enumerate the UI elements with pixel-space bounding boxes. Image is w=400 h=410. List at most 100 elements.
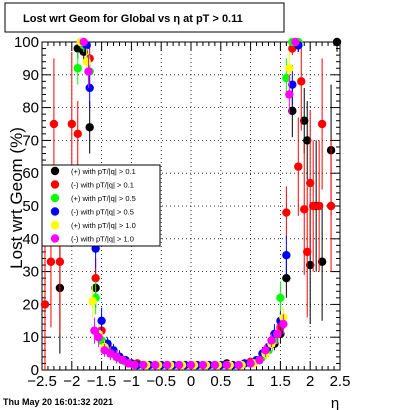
legend-label: (-) with pT/|q| > 0.5 xyxy=(71,208,134,217)
legend-marker xyxy=(50,166,60,176)
y-tick-label: 100 xyxy=(14,34,39,51)
x-tick-label: 1 xyxy=(246,373,254,390)
x-tick-label: 2.5 xyxy=(330,373,351,390)
data-point xyxy=(73,129,82,139)
data-point xyxy=(300,205,309,214)
data-point xyxy=(267,336,276,345)
data-point xyxy=(73,64,82,73)
data-point xyxy=(91,273,100,283)
data-point xyxy=(210,360,220,370)
legend-marker xyxy=(50,193,60,203)
data-point xyxy=(151,360,160,370)
timestamp: Thu May 20 16:01:32 2021 xyxy=(3,397,113,407)
data-point xyxy=(67,119,77,129)
y-tick-label: 60 xyxy=(22,165,39,182)
data-point xyxy=(46,257,56,266)
y-tick-label: 40 xyxy=(22,231,39,248)
chart-title: Lost wrt Geom for Global vs η at pT > 0.… xyxy=(23,13,243,25)
data-point xyxy=(282,273,291,283)
x-tick-label: −1.5 xyxy=(87,373,117,390)
data-point xyxy=(85,123,94,132)
data-point xyxy=(55,257,65,266)
data-point xyxy=(306,178,315,188)
data-point xyxy=(88,296,97,306)
data-point xyxy=(49,119,59,129)
legend-label: (-) with pT/|q| > 0.1 xyxy=(71,181,134,190)
y-tick-label: 20 xyxy=(22,296,39,313)
data-point xyxy=(332,37,342,47)
legend-box xyxy=(41,164,161,247)
data-point xyxy=(79,37,88,47)
y-tick-label: 10 xyxy=(22,329,39,346)
legend-marker xyxy=(50,207,60,216)
x-axis-title: η xyxy=(331,395,339,410)
y-tick-label: 30 xyxy=(22,264,39,281)
data-point xyxy=(288,106,297,116)
data-point xyxy=(198,360,208,370)
x-tick-label: 0 xyxy=(187,373,195,390)
data-point xyxy=(294,162,303,171)
data-point xyxy=(90,326,99,335)
data-point xyxy=(326,201,336,211)
data-point xyxy=(261,346,270,355)
data-point xyxy=(186,360,196,370)
data-point xyxy=(130,360,139,370)
data-point xyxy=(282,208,291,217)
data-point xyxy=(91,244,100,253)
data-point xyxy=(162,360,172,370)
data-point xyxy=(234,360,243,370)
x-tick-labels: −2.5 −2 −1.5 −1 −0.5 0 0.5 1 1.5 2 2.5 xyxy=(27,373,350,390)
data-point xyxy=(255,355,264,365)
data-point xyxy=(282,73,291,83)
data-point xyxy=(222,360,231,370)
data-point xyxy=(285,64,294,73)
data-point xyxy=(40,300,50,309)
legend-label: (+) with pT/|q| > 1.0 xyxy=(71,221,136,230)
data-point xyxy=(273,329,282,339)
legend: (+) with pT/|q| > 0.1 (-) with pT/|q| > 0… xyxy=(41,164,161,247)
title-box xyxy=(4,2,285,33)
legend-marker xyxy=(50,180,60,189)
data-point xyxy=(306,260,315,270)
data-point xyxy=(297,77,306,86)
x-tick-label: −0.5 xyxy=(146,373,176,390)
data-series xyxy=(40,37,342,370)
data-point xyxy=(139,360,148,370)
data-point xyxy=(84,67,93,76)
data-point xyxy=(308,201,318,211)
y-tick-label: 90 xyxy=(22,67,39,84)
y-tick-labels: 0 10 20 30 40 50 60 70 80 90 100 xyxy=(14,34,39,379)
data-point xyxy=(300,116,309,125)
y-axis-title: Lost wrt Geom (%) xyxy=(7,127,26,269)
x-tick-label: 1.5 xyxy=(270,373,291,390)
data-point xyxy=(97,316,106,325)
data-point xyxy=(288,80,297,89)
x-tick-label: −2 xyxy=(63,373,80,390)
legend-label: (+) with pT/|q| > 0.5 xyxy=(71,194,136,203)
data-point xyxy=(285,90,294,99)
y-tick-label: 70 xyxy=(22,132,39,149)
data-point xyxy=(174,360,184,370)
data-point xyxy=(279,319,288,329)
series-6 xyxy=(79,37,300,370)
data-point xyxy=(94,333,103,342)
legend-label: (+) with pT/|q| > 0.1 xyxy=(71,167,136,176)
data-point xyxy=(276,293,285,303)
data-point xyxy=(291,37,300,47)
data-point xyxy=(82,57,91,66)
x-tick-label: 0.5 xyxy=(210,373,231,390)
legend-label: (-) with pT/|q| > 1.0 xyxy=(71,235,134,244)
data-point xyxy=(85,83,94,93)
legend-marker xyxy=(50,234,60,243)
data-point xyxy=(317,119,327,129)
data-point xyxy=(314,201,324,211)
legend-marker xyxy=(50,220,60,230)
data-point xyxy=(282,251,291,260)
series-4 xyxy=(76,37,303,370)
x-tick-label: −1 xyxy=(123,373,140,390)
grid-lines xyxy=(42,42,340,370)
data-point xyxy=(303,247,312,257)
x-tick-label: −2.5 xyxy=(27,373,57,390)
data-point xyxy=(246,359,255,368)
